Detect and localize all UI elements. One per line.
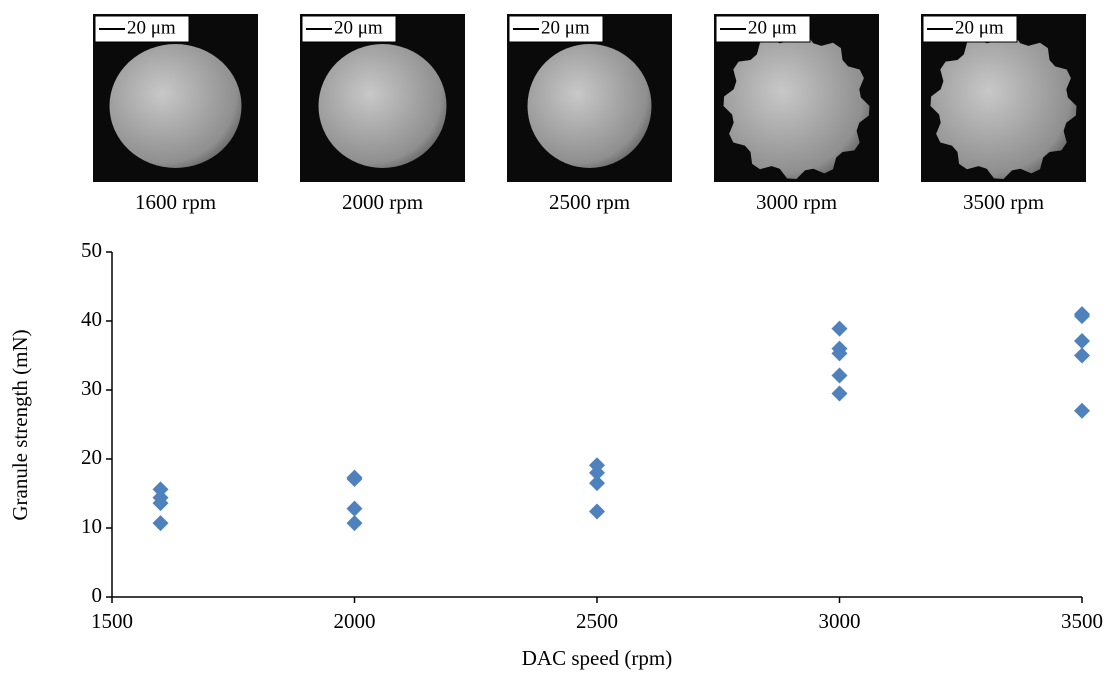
point [589,464,605,481]
point [152,515,169,532]
y-axis-title: Granule strength (mN) [8,329,32,520]
image-caption: 3000 rpm [756,190,837,214]
point [346,515,363,532]
x-tick-label: 2500 [576,609,618,633]
point [152,495,169,512]
image-caption: 2000 rpm [342,190,423,214]
point [346,500,363,517]
x-tick-label: 2000 [334,609,376,633]
point [1074,347,1090,364]
point [1074,402,1090,419]
point [589,475,605,492]
point [589,503,605,520]
point [1074,333,1090,350]
x-axis-title: DAC speed (rpm) [522,646,672,670]
point [1074,308,1090,325]
x-tick-label: 3000 [819,609,861,633]
x-tick-label: 3500 [1061,609,1103,633]
point [346,471,363,488]
point [831,345,848,362]
scale-bar-label: 20 μm [955,17,1004,38]
scale-bar-label: 20 μm [748,17,797,38]
point [831,385,848,402]
x-tick-label: 1500 [91,609,133,633]
y-tick-label: 0 [92,583,103,607]
granule [527,44,652,168]
granule [318,44,447,168]
scale-bar-label: 20 μm [334,17,383,38]
image-caption: 2500 rpm [549,190,630,214]
granule [723,33,870,179]
y-tick-label: 10 [81,514,102,538]
y-tick-label: 20 [81,445,102,469]
point [831,320,848,337]
image-caption: 1600 rpm [135,190,216,214]
granule [109,44,242,168]
image-caption: 3500 rpm [963,190,1044,214]
granule [930,33,1077,179]
point [831,367,848,384]
scale-bar-label: 20 μm [127,17,176,38]
y-tick-label: 40 [81,307,102,331]
y-tick-label: 50 [81,238,102,262]
y-tick-label: 30 [81,376,102,400]
point [152,481,169,498]
scale-bar-label: 20 μm [541,17,590,38]
